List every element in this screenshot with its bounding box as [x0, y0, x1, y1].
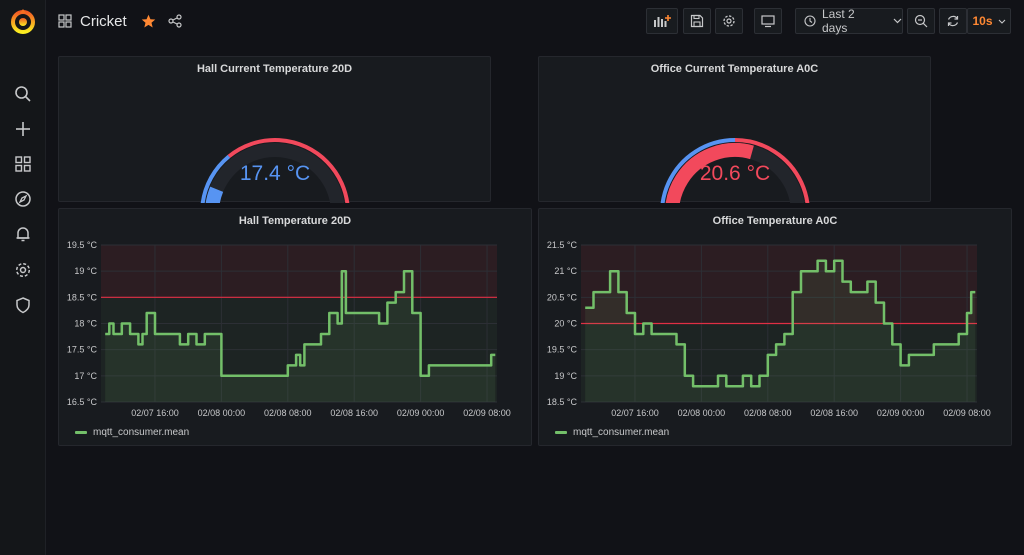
- y-tick-label: 19.5 °C: [547, 345, 578, 355]
- legend-label: mqtt_consumer.mean: [93, 427, 190, 438]
- x-tick-label: 02/09 00:00: [877, 408, 925, 418]
- x-tick-label: 02/08 00:00: [678, 408, 726, 418]
- dashboards-icon[interactable]: [11, 152, 35, 176]
- y-tick-label: 18.5 °C: [67, 292, 98, 302]
- threshold-region-low: [581, 323, 977, 402]
- refresh-interval-picker[interactable]: 10s: [967, 8, 1011, 34]
- y-tick-label: 19.5 °C: [67, 240, 98, 250]
- gear-icon[interactable]: [11, 258, 35, 282]
- x-tick-label: 02/08 16:00: [330, 408, 378, 418]
- gauge-value-text: 20.6 °C: [700, 162, 770, 185]
- x-tick-label: 02/07 16:00: [611, 408, 659, 418]
- gauge-value-arc: [665, 143, 754, 203]
- x-tick-label: 02/09 08:00: [463, 408, 511, 418]
- zoom-out-button[interactable]: [907, 8, 935, 34]
- line-chart: 18.5 °C 19 °C 19.5 °C 20 °C 20.5 °C 21 °C 21.5…: [547, 240, 991, 418]
- timeseries-panel-hall[interactable]: Hall Temperature 20D 16.5 °C 17 °C 17.5 °C…: [58, 208, 532, 446]
- y-tick-label: 19 °C: [554, 371, 577, 381]
- sidebar: [0, 0, 46, 555]
- dashboard-settings-button[interactable]: [715, 8, 743, 34]
- x-tick-label: 02/07 16:00: [131, 408, 179, 418]
- gauge-value-text: 17.4 °C: [240, 162, 310, 185]
- time-range-picker[interactable]: Last 2 days: [795, 7, 903, 35]
- x-tick-label: 02/08 16:00: [810, 408, 858, 418]
- search-icon[interactable]: [11, 82, 35, 106]
- threshold-region-high: [581, 245, 977, 324]
- save-dashboard-button[interactable]: [683, 8, 711, 34]
- star-icon[interactable]: [141, 14, 156, 29]
- y-tick-label: 16.5 °C: [67, 397, 98, 407]
- gauge-value-arc: [205, 186, 224, 203]
- series-area: [585, 260, 976, 402]
- dashboard-title[interactable]: Cricket: [80, 12, 127, 30]
- panel-title: Hall Current Temperature 20D: [196, 63, 353, 75]
- plus-icon[interactable]: [11, 117, 35, 141]
- series-line: [105, 269, 496, 378]
- legend-label: mqtt_consumer.mean: [573, 427, 670, 438]
- share-icon[interactable]: [168, 14, 182, 28]
- bell-icon[interactable]: [11, 222, 35, 246]
- gauge-threshold-low: [660, 138, 736, 203]
- x-tick-label: 02/09 08:00: [943, 408, 991, 418]
- line-chart: 16.5 °C 17 °C 17.5 °C 18 °C 18.5 °C 19 °C 19.5…: [67, 240, 511, 418]
- dashboard-grid-icon: [58, 14, 72, 28]
- y-tick-label: 18.5 °C: [547, 397, 578, 407]
- legend-swatch: [555, 431, 567, 434]
- top-bar: Cricket Last 2 days 10s: [46, 0, 1024, 42]
- cycle-view-mode-button[interactable]: [754, 8, 782, 34]
- panel-title: Hall Temperature 20D: [238, 215, 352, 227]
- chevron-down-icon: [998, 19, 1006, 24]
- y-tick-label: 18 °C: [74, 319, 97, 329]
- panel-title: Office Temperature A0C: [712, 215, 838, 227]
- gauge-threshold-high: [734, 138, 810, 203]
- grafana-logo-icon[interactable]: [8, 6, 38, 36]
- series-line: [585, 259, 976, 388]
- gauge-panel-office[interactable]: Office Current Temperature A0C 20.6 °C: [538, 56, 931, 203]
- gauge-track: [205, 143, 345, 203]
- timeseries-panel-office[interactable]: Office Temperature A0C 18.5 °C 19 °C 19.5 …: [538, 208, 1012, 446]
- y-tick-label: 20 °C: [554, 319, 577, 329]
- breadcrumb: Cricket: [58, 10, 182, 32]
- clock-icon: [804, 15, 816, 27]
- refresh-interval-label: 10s: [972, 14, 993, 28]
- legend[interactable]: mqtt_consumer.mean: [75, 427, 189, 438]
- chevron-down-icon: [893, 18, 902, 24]
- y-tick-label: 19 °C: [74, 266, 97, 276]
- y-tick-label: 17 °C: [74, 371, 97, 381]
- y-tick-label: 21.5 °C: [547, 240, 578, 250]
- legend-swatch: [75, 431, 87, 434]
- series-area: [105, 271, 496, 402]
- x-tick-label: 02/08 00:00: [198, 408, 246, 418]
- x-tick-label: 02/08 08:00: [744, 408, 792, 418]
- gauge: 17.4 °C: [200, 138, 350, 203]
- legend[interactable]: mqtt_consumer.mean: [555, 427, 669, 438]
- shield-icon[interactable]: [11, 293, 35, 317]
- gauge-panel-hall[interactable]: Hall Current Temperature 20D 17.4 °C: [58, 56, 491, 203]
- explore-icon[interactable]: [11, 187, 35, 211]
- gauge: 20.6 °C: [660, 138, 810, 203]
- y-tick-label: 21 °C: [554, 266, 577, 276]
- refresh-button[interactable]: [939, 8, 967, 34]
- panel-title: Office Current Temperature A0C: [650, 63, 819, 75]
- gauge-threshold-low: [200, 154, 231, 203]
- time-range-label: Last 2 days: [822, 7, 855, 35]
- x-tick-label: 02/08 08:00: [264, 408, 312, 418]
- gauge-threshold-high: [227, 138, 350, 203]
- y-tick-label: 20.5 °C: [547, 292, 578, 302]
- y-tick-label: 17.5 °C: [67, 345, 98, 355]
- add-panel-button[interactable]: [646, 8, 678, 34]
- x-tick-label: 02/09 00:00: [397, 408, 445, 418]
